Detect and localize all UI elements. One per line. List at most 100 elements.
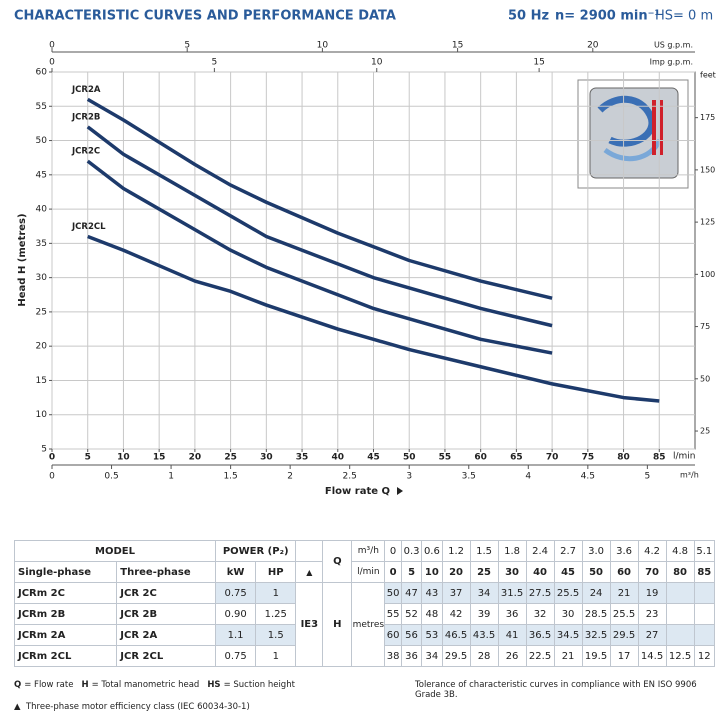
x-tick-label: 60 bbox=[474, 453, 487, 463]
x-tick-label: 50 bbox=[403, 453, 416, 463]
y-tick-label: 50 bbox=[36, 136, 48, 146]
table-cell: 0.75 bbox=[215, 645, 257, 667]
table-cell: 31.5 bbox=[497, 582, 527, 604]
x-unit: l/min bbox=[673, 452, 696, 462]
table-cell: 56 bbox=[400, 624, 423, 646]
table-cell: JCR 2CL bbox=[116, 645, 217, 667]
bottom2-tick-label: 5 bbox=[645, 472, 651, 482]
table-cell: 12 bbox=[693, 645, 716, 667]
x-tick-label: 55 bbox=[439, 453, 452, 463]
x-tick-label: 40 bbox=[332, 453, 345, 463]
chart: CHARACTERISTIC CURVES AND PERFORMANCE DA… bbox=[14, 9, 716, 498]
y-tick-label: 25 bbox=[36, 307, 47, 317]
table-cell: 0.90 bbox=[215, 603, 257, 625]
y-tick-label: 10 bbox=[36, 410, 48, 420]
right-tick-label: 175 bbox=[700, 113, 715, 122]
table-cell: Three-phase bbox=[116, 561, 217, 583]
table-cell: 25.5 bbox=[553, 582, 583, 604]
note-symbol: HS bbox=[207, 680, 221, 690]
table-cell: 0.75 bbox=[215, 582, 257, 604]
x-tick-label: 35 bbox=[296, 453, 309, 463]
table-cell: 39 bbox=[469, 603, 499, 625]
curve bbox=[87, 234, 660, 403]
table-cell: 34 bbox=[469, 582, 499, 604]
table-row: JCRm 2CL JCR 2CL 0.75 1 38 36 34 29.5 28 26 22.5 21… bbox=[13, 645, 716, 667]
table-cell: IE3 bbox=[295, 582, 324, 667]
top-tick-label: 10 bbox=[371, 58, 383, 68]
x-tick-label: 80 bbox=[617, 453, 630, 463]
table-cell: 21 bbox=[609, 582, 639, 604]
x-tick-label: 10 bbox=[117, 453, 130, 463]
y-tick-label: 5 bbox=[41, 445, 47, 455]
table-cell: 5 bbox=[400, 561, 423, 583]
table-cell bbox=[665, 603, 695, 625]
table-cell: 34.5 bbox=[553, 624, 583, 646]
efficiency-note: ▲ Three-phase motor efficiency class (IE… bbox=[14, 702, 250, 712]
table-cell: 2.7 bbox=[553, 540, 583, 562]
x-tick-label: 85 bbox=[653, 453, 666, 463]
top-axis-unit: US g.p.m. bbox=[654, 41, 693, 50]
table-cell: 10 bbox=[421, 561, 443, 583]
table-cell bbox=[693, 603, 716, 625]
bottom2-tick-label: 4 bbox=[525, 472, 531, 482]
x-tick-label: 25 bbox=[224, 453, 237, 463]
right-tick-label: 25 bbox=[700, 427, 710, 436]
x-tick-label: 0 bbox=[49, 453, 55, 463]
table-cell: kW bbox=[215, 561, 257, 583]
table-cell: 0 bbox=[384, 540, 402, 562]
table-cell: 4.8 bbox=[665, 540, 695, 562]
table-cell: 50 bbox=[581, 561, 611, 583]
note-symbol: H bbox=[81, 680, 89, 690]
table-cell: 21 bbox=[553, 645, 583, 667]
right-axis-unit: feet bbox=[700, 71, 716, 80]
table-cell: 30 bbox=[553, 603, 583, 625]
tolerance-note: Tolerance of characteristic curves in co… bbox=[415, 680, 697, 700]
table-cell bbox=[693, 624, 716, 646]
table-cell bbox=[295, 540, 324, 562]
bottom2-tick-label: 0.5 bbox=[104, 472, 118, 482]
table-cell: 23 bbox=[637, 603, 667, 625]
bottom2-tick-label: 3.5 bbox=[462, 472, 476, 482]
table-cell: JCRm 2B bbox=[13, 603, 118, 625]
table-cell: JCR 2C bbox=[116, 582, 217, 604]
table-cell: 40 bbox=[525, 561, 555, 583]
table-cell: POWER (P₂) bbox=[215, 540, 297, 562]
y-tick-label: 20 bbox=[36, 342, 48, 352]
table-cell: m³/h bbox=[351, 540, 386, 562]
table-cell: JCRm 2C bbox=[13, 582, 118, 604]
arrow bbox=[397, 487, 403, 495]
table-cell: 43 bbox=[421, 582, 443, 604]
table-cell: 27.5 bbox=[525, 582, 555, 604]
bottom-axis2-unit: m³/h bbox=[680, 471, 699, 480]
table-cell: 1 bbox=[255, 645, 297, 667]
table-cell: MODEL bbox=[13, 540, 217, 562]
x-tick-label: 5 bbox=[85, 453, 91, 463]
table-cell: 34 bbox=[421, 645, 443, 667]
table-cell: H bbox=[322, 582, 353, 667]
table-cell bbox=[665, 582, 695, 604]
table-cell: 25 bbox=[469, 561, 499, 583]
bottom2-tick-label: 0 bbox=[49, 472, 55, 482]
table-cell: 0.3 bbox=[400, 540, 423, 562]
suction: HS= 0 m bbox=[655, 9, 713, 24]
efficiency-text: Three-phase motor efficiency class (IEC … bbox=[25, 702, 250, 712]
table-cell: 48 bbox=[421, 603, 443, 625]
table-cell: 36 bbox=[497, 603, 527, 625]
table-cell: 3.6 bbox=[609, 540, 639, 562]
curve bbox=[86, 97, 553, 300]
y-axis-label: Head H (metres) bbox=[17, 213, 28, 306]
table-cell: 1 bbox=[255, 582, 297, 604]
table-cell: 29.5 bbox=[609, 624, 639, 646]
right-tick-label: 150 bbox=[700, 165, 715, 174]
x-tick-label: 15 bbox=[153, 453, 166, 463]
table-cell: 43.5 bbox=[469, 624, 499, 646]
x-tick-label: 70 bbox=[546, 453, 559, 463]
table-cell: 5.1 bbox=[693, 540, 716, 562]
frequency: 50 Hz bbox=[508, 9, 549, 24]
table-cell: JCRm 2CL bbox=[13, 645, 118, 667]
x-tick-label: 75 bbox=[582, 453, 595, 463]
table-cell: JCRm 2A bbox=[13, 624, 118, 646]
note-text: = Flow rate bbox=[24, 680, 74, 690]
